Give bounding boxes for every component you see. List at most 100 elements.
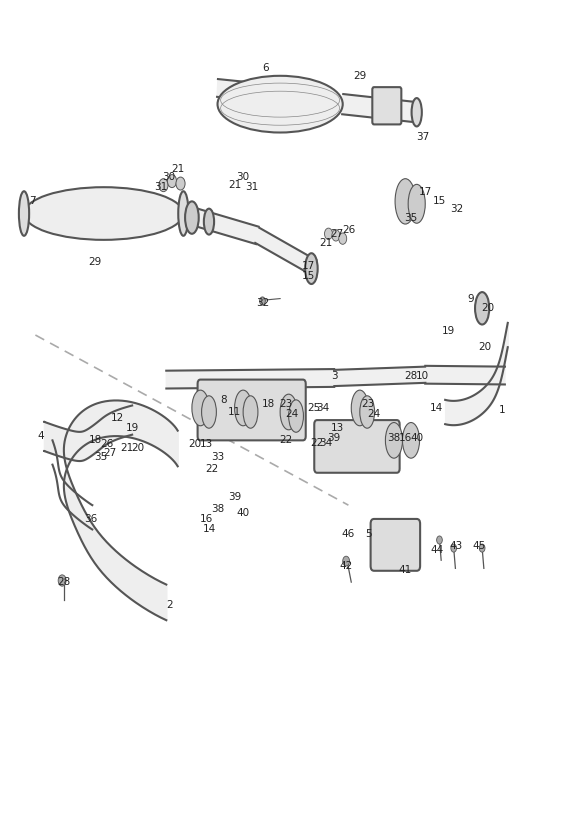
Circle shape — [437, 536, 442, 544]
Text: 40: 40 — [237, 508, 250, 518]
Circle shape — [339, 233, 347, 244]
Ellipse shape — [202, 396, 216, 428]
Text: 3: 3 — [331, 371, 338, 381]
Ellipse shape — [24, 187, 184, 240]
Text: 6: 6 — [262, 63, 269, 73]
Text: 4: 4 — [38, 431, 44, 442]
Circle shape — [159, 179, 168, 192]
Text: 14: 14 — [202, 524, 216, 535]
Text: 36: 36 — [85, 514, 98, 524]
Text: 20: 20 — [482, 303, 494, 313]
Text: 17: 17 — [419, 187, 432, 197]
Ellipse shape — [289, 400, 303, 433]
Text: 21: 21 — [120, 443, 133, 453]
Text: 32: 32 — [257, 297, 270, 307]
Ellipse shape — [360, 396, 375, 428]
Text: 29: 29 — [353, 71, 367, 81]
Ellipse shape — [402, 423, 420, 458]
Circle shape — [58, 575, 66, 586]
Ellipse shape — [243, 396, 258, 428]
Text: 25: 25 — [308, 403, 321, 413]
Text: 39: 39 — [328, 433, 341, 443]
Text: 28: 28 — [57, 577, 71, 588]
FancyBboxPatch shape — [314, 420, 399, 473]
Text: 14: 14 — [430, 403, 443, 413]
Text: 17: 17 — [302, 261, 315, 271]
Text: 18: 18 — [262, 399, 275, 409]
Ellipse shape — [192, 390, 209, 426]
Text: 20: 20 — [188, 439, 201, 449]
Text: 20: 20 — [131, 443, 145, 453]
Ellipse shape — [19, 191, 29, 236]
Text: 9: 9 — [468, 293, 474, 303]
Text: 37: 37 — [416, 132, 429, 142]
Text: 13: 13 — [331, 424, 343, 433]
Circle shape — [176, 177, 185, 190]
Ellipse shape — [217, 76, 343, 133]
FancyBboxPatch shape — [373, 87, 401, 124]
Text: 44: 44 — [430, 545, 443, 555]
Text: 32: 32 — [450, 204, 463, 214]
Text: 43: 43 — [450, 541, 463, 550]
Text: 24: 24 — [367, 409, 381, 419]
Polygon shape — [342, 94, 417, 122]
Text: 39: 39 — [228, 492, 241, 502]
Text: 34: 34 — [316, 403, 329, 413]
Text: 21: 21 — [319, 238, 332, 249]
Circle shape — [332, 230, 340, 241]
Text: 38: 38 — [387, 433, 401, 443]
Text: 23: 23 — [361, 399, 375, 409]
Text: 13: 13 — [199, 439, 213, 449]
Text: 28: 28 — [405, 371, 417, 381]
Ellipse shape — [412, 98, 422, 126]
Polygon shape — [217, 79, 258, 101]
Ellipse shape — [408, 185, 425, 223]
Ellipse shape — [395, 179, 416, 224]
Text: 22: 22 — [311, 438, 324, 447]
Polygon shape — [166, 369, 334, 388]
Text: 33: 33 — [211, 452, 224, 461]
Text: 21: 21 — [171, 164, 184, 174]
Text: 46: 46 — [342, 528, 355, 539]
Text: 15: 15 — [433, 196, 446, 206]
Text: 41: 41 — [399, 565, 412, 575]
Text: 27: 27 — [331, 229, 343, 239]
Ellipse shape — [204, 208, 214, 235]
Text: 16: 16 — [199, 514, 213, 524]
Text: 22: 22 — [205, 464, 219, 474]
Text: 2: 2 — [166, 600, 173, 610]
Text: 8: 8 — [220, 395, 227, 405]
Circle shape — [325, 228, 332, 240]
Text: 35: 35 — [94, 452, 107, 461]
Polygon shape — [255, 228, 317, 275]
Text: 22: 22 — [279, 435, 293, 445]
Text: 16: 16 — [399, 433, 412, 443]
Text: 29: 29 — [89, 257, 102, 267]
Text: 5: 5 — [365, 528, 371, 539]
Text: 19: 19 — [441, 326, 455, 336]
Text: 31: 31 — [245, 182, 258, 192]
Polygon shape — [334, 367, 426, 386]
Text: 30: 30 — [163, 172, 175, 182]
Ellipse shape — [234, 390, 252, 426]
Text: 42: 42 — [339, 561, 352, 571]
FancyBboxPatch shape — [198, 380, 305, 440]
Circle shape — [479, 544, 485, 552]
Text: 26: 26 — [100, 439, 113, 449]
Ellipse shape — [305, 253, 318, 284]
Text: 26: 26 — [342, 225, 355, 235]
Ellipse shape — [351, 390, 368, 426]
Text: 24: 24 — [285, 409, 298, 419]
Text: 30: 30 — [237, 172, 250, 182]
Text: 7: 7 — [29, 196, 36, 206]
Text: 27: 27 — [103, 447, 116, 457]
Ellipse shape — [280, 394, 297, 430]
Text: 11: 11 — [228, 407, 241, 417]
Text: 10: 10 — [416, 371, 429, 381]
Ellipse shape — [385, 423, 402, 458]
Text: 19: 19 — [125, 424, 139, 433]
Polygon shape — [182, 205, 259, 244]
Circle shape — [343, 556, 350, 566]
Text: 1: 1 — [499, 405, 505, 415]
Text: 20: 20 — [479, 342, 491, 352]
